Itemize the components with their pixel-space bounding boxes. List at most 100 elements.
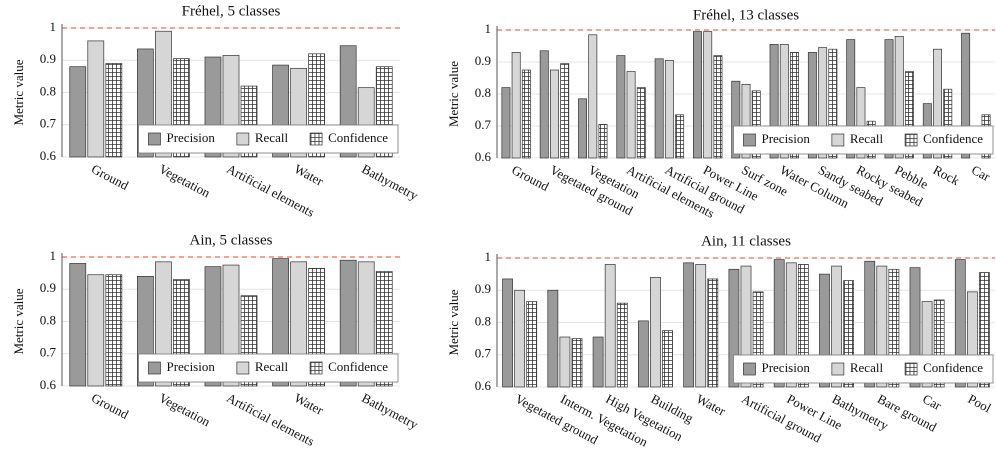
y-tick-label: 0.6 — [40, 377, 57, 392]
bar — [713, 55, 723, 159]
bar — [578, 98, 588, 159]
legend-swatch — [309, 361, 323, 375]
bar — [884, 39, 894, 159]
legend-label: Precision — [166, 130, 215, 145]
bar — [502, 278, 513, 388]
legend-label: Recall — [850, 360, 884, 375]
legend-label: Confidence — [328, 359, 388, 374]
bar — [843, 280, 855, 388]
y-tick-label: 0.8 — [40, 312, 56, 327]
y-tick-label: 0.7 — [475, 117, 492, 132]
bar — [511, 52, 521, 159]
bar — [604, 264, 616, 388]
bar — [790, 52, 799, 159]
x-tick-label: Rock — [931, 162, 963, 188]
x-tick-label: Ground — [509, 162, 552, 194]
y-tick-label: 0.7 — [40, 116, 57, 131]
bar — [683, 262, 695, 388]
bar — [521, 69, 531, 159]
y-axis-label: Metric value — [446, 289, 461, 355]
y-tick-label: 0.8 — [475, 85, 491, 100]
bar — [664, 60, 674, 159]
bar — [87, 274, 105, 387]
y-tick-label: 1 — [50, 19, 57, 34]
bar — [69, 263, 87, 387]
bar — [650, 277, 661, 388]
bar — [637, 320, 649, 388]
bar — [773, 259, 785, 388]
bar — [728, 268, 740, 388]
bar — [598, 124, 608, 159]
bar — [894, 36, 904, 159]
y-tick-label: 1 — [485, 21, 492, 36]
legend-label: Confidence — [328, 130, 388, 145]
y-tick-label: 0.8 — [40, 83, 56, 98]
legend-label: Recall — [255, 130, 289, 145]
bar — [856, 87, 866, 159]
bar — [616, 55, 626, 159]
y-tick-label: 0.9 — [475, 53, 491, 68]
chart-title: Ain, 11 classes — [701, 233, 791, 249]
bar — [707, 278, 719, 388]
bar — [785, 262, 797, 388]
bar — [571, 338, 583, 388]
legend-box — [733, 125, 994, 155]
bar — [514, 289, 526, 388]
legend-swatch — [148, 361, 161, 375]
legend-swatch — [236, 132, 250, 146]
y-tick-label: 0.9 — [475, 281, 491, 296]
bar — [550, 69, 559, 159]
bar — [741, 84, 751, 159]
legend: Precision Recall Confidence — [138, 353, 399, 383]
bar — [888, 268, 900, 388]
legend-label: Precision — [761, 131, 810, 146]
legend-swatch — [904, 133, 918, 147]
bar — [105, 63, 123, 158]
chart: Ain, 11 classes Metric value 0.6 0.7 0.8 0.9 1… — [446, 233, 995, 450]
y-axis-label: Metric value — [446, 61, 461, 127]
bar — [943, 88, 953, 159]
bar — [769, 44, 779, 159]
x-tick-label: Vegetation — [157, 390, 214, 430]
legend-box — [138, 353, 399, 383]
legend-swatch — [148, 132, 161, 146]
bar — [933, 299, 945, 388]
bar — [818, 47, 828, 159]
bar — [752, 291, 764, 388]
bar — [876, 265, 888, 388]
chart: Fréhel, 5 classes Metric value 0.6 0.7 0.8 0.… — [11, 3, 421, 219]
legend-label: Precision — [166, 359, 215, 374]
bar — [588, 34, 598, 159]
bar — [979, 272, 990, 388]
bar — [933, 48, 942, 159]
y-tick-label: 0.6 — [40, 148, 57, 163]
bar — [636, 87, 646, 159]
bar — [846, 39, 856, 159]
chart-title: Ain, 5 classes — [190, 232, 273, 248]
bar — [560, 63, 570, 159]
y-tick-label: 0.6 — [475, 149, 492, 164]
y-tick-label: 0.9 — [40, 51, 56, 66]
x-tick-label: Bathymetry — [359, 161, 421, 203]
y-tick-label: 1 — [485, 249, 492, 264]
chart: Ain, 5 classes Metric value 0.6 0.7 0.8 0.9 1 G… — [11, 232, 421, 448]
chart-title: Fréhel, 13 classes — [693, 7, 799, 23]
bar — [831, 265, 842, 388]
bar — [797, 264, 809, 388]
chart-title: Fréhel, 5 classes — [182, 3, 281, 19]
bar — [751, 90, 761, 159]
legend: Precision Recall Confidence — [733, 125, 994, 155]
x-tick-label: Water — [292, 161, 327, 189]
legend: Precision Recall Confidence — [733, 354, 994, 384]
legend-box — [138, 124, 399, 154]
bar — [921, 301, 933, 388]
bar — [539, 50, 549, 159]
bar — [501, 87, 511, 159]
bar — [547, 289, 559, 388]
legend-label: Recall — [255, 359, 289, 374]
bar — [864, 260, 876, 388]
bar — [807, 52, 817, 159]
legend-swatch — [831, 133, 845, 147]
bar — [675, 114, 685, 159]
